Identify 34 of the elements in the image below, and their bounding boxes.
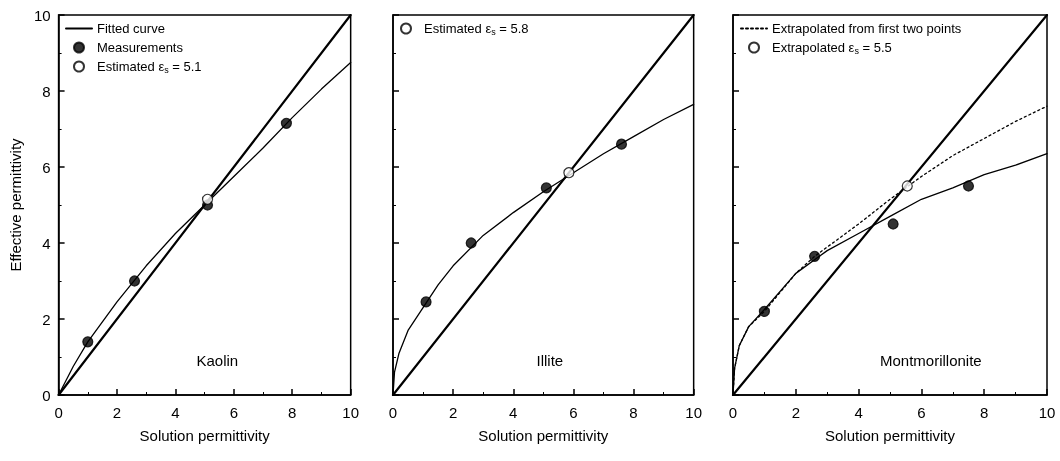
x-axis-title: Solution permittivity xyxy=(478,427,609,444)
legend-label: Fitted curve xyxy=(97,21,165,36)
annotation: Montmorillonite xyxy=(880,352,982,369)
x-axis-title: Solution permittivity xyxy=(139,427,271,444)
x-tick-label: 8 xyxy=(288,404,297,421)
y-tick-label: 6 xyxy=(42,158,51,176)
y-tick-label: 2 xyxy=(42,310,51,328)
x-tick-label: 0 xyxy=(728,404,738,421)
x-tick-label: 6 xyxy=(569,404,578,421)
legend-label: Extrapolated from first two points xyxy=(772,21,962,36)
y-tick-label: 4 xyxy=(42,234,51,252)
annotation: Kaolin xyxy=(196,352,239,369)
x-tick-label: 2 xyxy=(448,404,458,421)
legend-label: Measurements xyxy=(97,40,184,55)
x-tick-label: 4 xyxy=(509,404,518,421)
x-tick-label: 6 xyxy=(917,404,926,421)
x-tick-label: 8 xyxy=(980,404,989,421)
x-tick-label: 10 xyxy=(685,404,702,421)
x-tick-label: 6 xyxy=(229,404,238,421)
x-axis-title: Solution permittivity xyxy=(824,427,956,444)
x-tick-label: 2 xyxy=(112,404,122,421)
x-tick-label: 4 xyxy=(854,404,863,421)
y-tick-label: 8 xyxy=(42,82,51,100)
x-tick-label: 4 xyxy=(171,404,180,421)
y-axis-title: Effective permittivity xyxy=(7,137,24,272)
x-tick-label: 10 xyxy=(1038,404,1056,421)
x-tick-label: 8 xyxy=(629,404,638,421)
x-tick-label: 0 xyxy=(388,404,398,421)
x-tick-label: 0 xyxy=(54,404,63,421)
y-tick-label: 10 xyxy=(33,6,51,24)
x-tick-label: 10 xyxy=(342,404,359,421)
x-tick-label: 2 xyxy=(791,404,800,421)
annotation: Illite xyxy=(536,352,564,369)
y-tick-label: 0 xyxy=(42,386,51,404)
